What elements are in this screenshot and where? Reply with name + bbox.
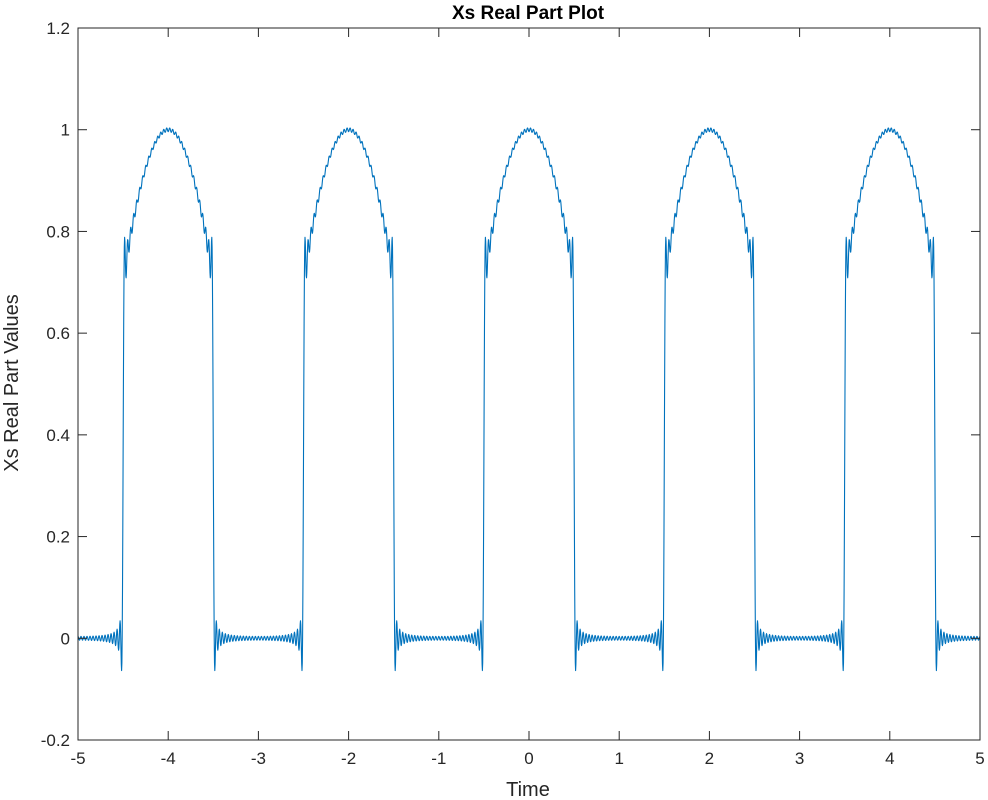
y-tick-label: 0.2 (46, 528, 70, 547)
plot-area (78, 28, 980, 740)
chart-title: Xs Real Part Plot (452, 3, 605, 24)
x-tick-label: -5 (70, 749, 85, 768)
series-line-0 (77, 127, 981, 672)
plot-background (78, 28, 980, 740)
x-tick-label: 1 (614, 749, 623, 768)
x-axis: -5 -4 -3 -2 -1 0 1 2 3 4 5 (70, 28, 985, 768)
x-tick-label: -4 (161, 749, 176, 768)
y-tick-label: 0 (61, 629, 70, 648)
x-tick-label: 3 (795, 749, 804, 768)
series-layer (77, 127, 981, 672)
y-axis: -0.2 0 0.2 0.4 0.6 0.8 1 1.2 (41, 19, 980, 750)
y-axis-label: Xs Real Part Values (1, 294, 23, 472)
x-tick-label: -2 (341, 749, 356, 768)
y-tick-label: 0.4 (46, 426, 70, 445)
y-tick-label: -0.2 (41, 731, 70, 750)
x-tick-label: 5 (975, 749, 984, 768)
y-tick-label: 0.8 (46, 222, 70, 241)
x-tick-label: -3 (251, 749, 266, 768)
y-tick-label: 0.6 (46, 324, 70, 343)
x-tick-label: 4 (885, 749, 894, 768)
x-axis-label: Time (506, 779, 550, 800)
x-tick-label: 0 (524, 749, 533, 768)
x-tick-label: 2 (705, 749, 714, 768)
x-tick-label: -1 (431, 749, 446, 768)
y-tick-label: 1 (61, 121, 70, 140)
y-tick-label: 1.2 (46, 19, 70, 38)
